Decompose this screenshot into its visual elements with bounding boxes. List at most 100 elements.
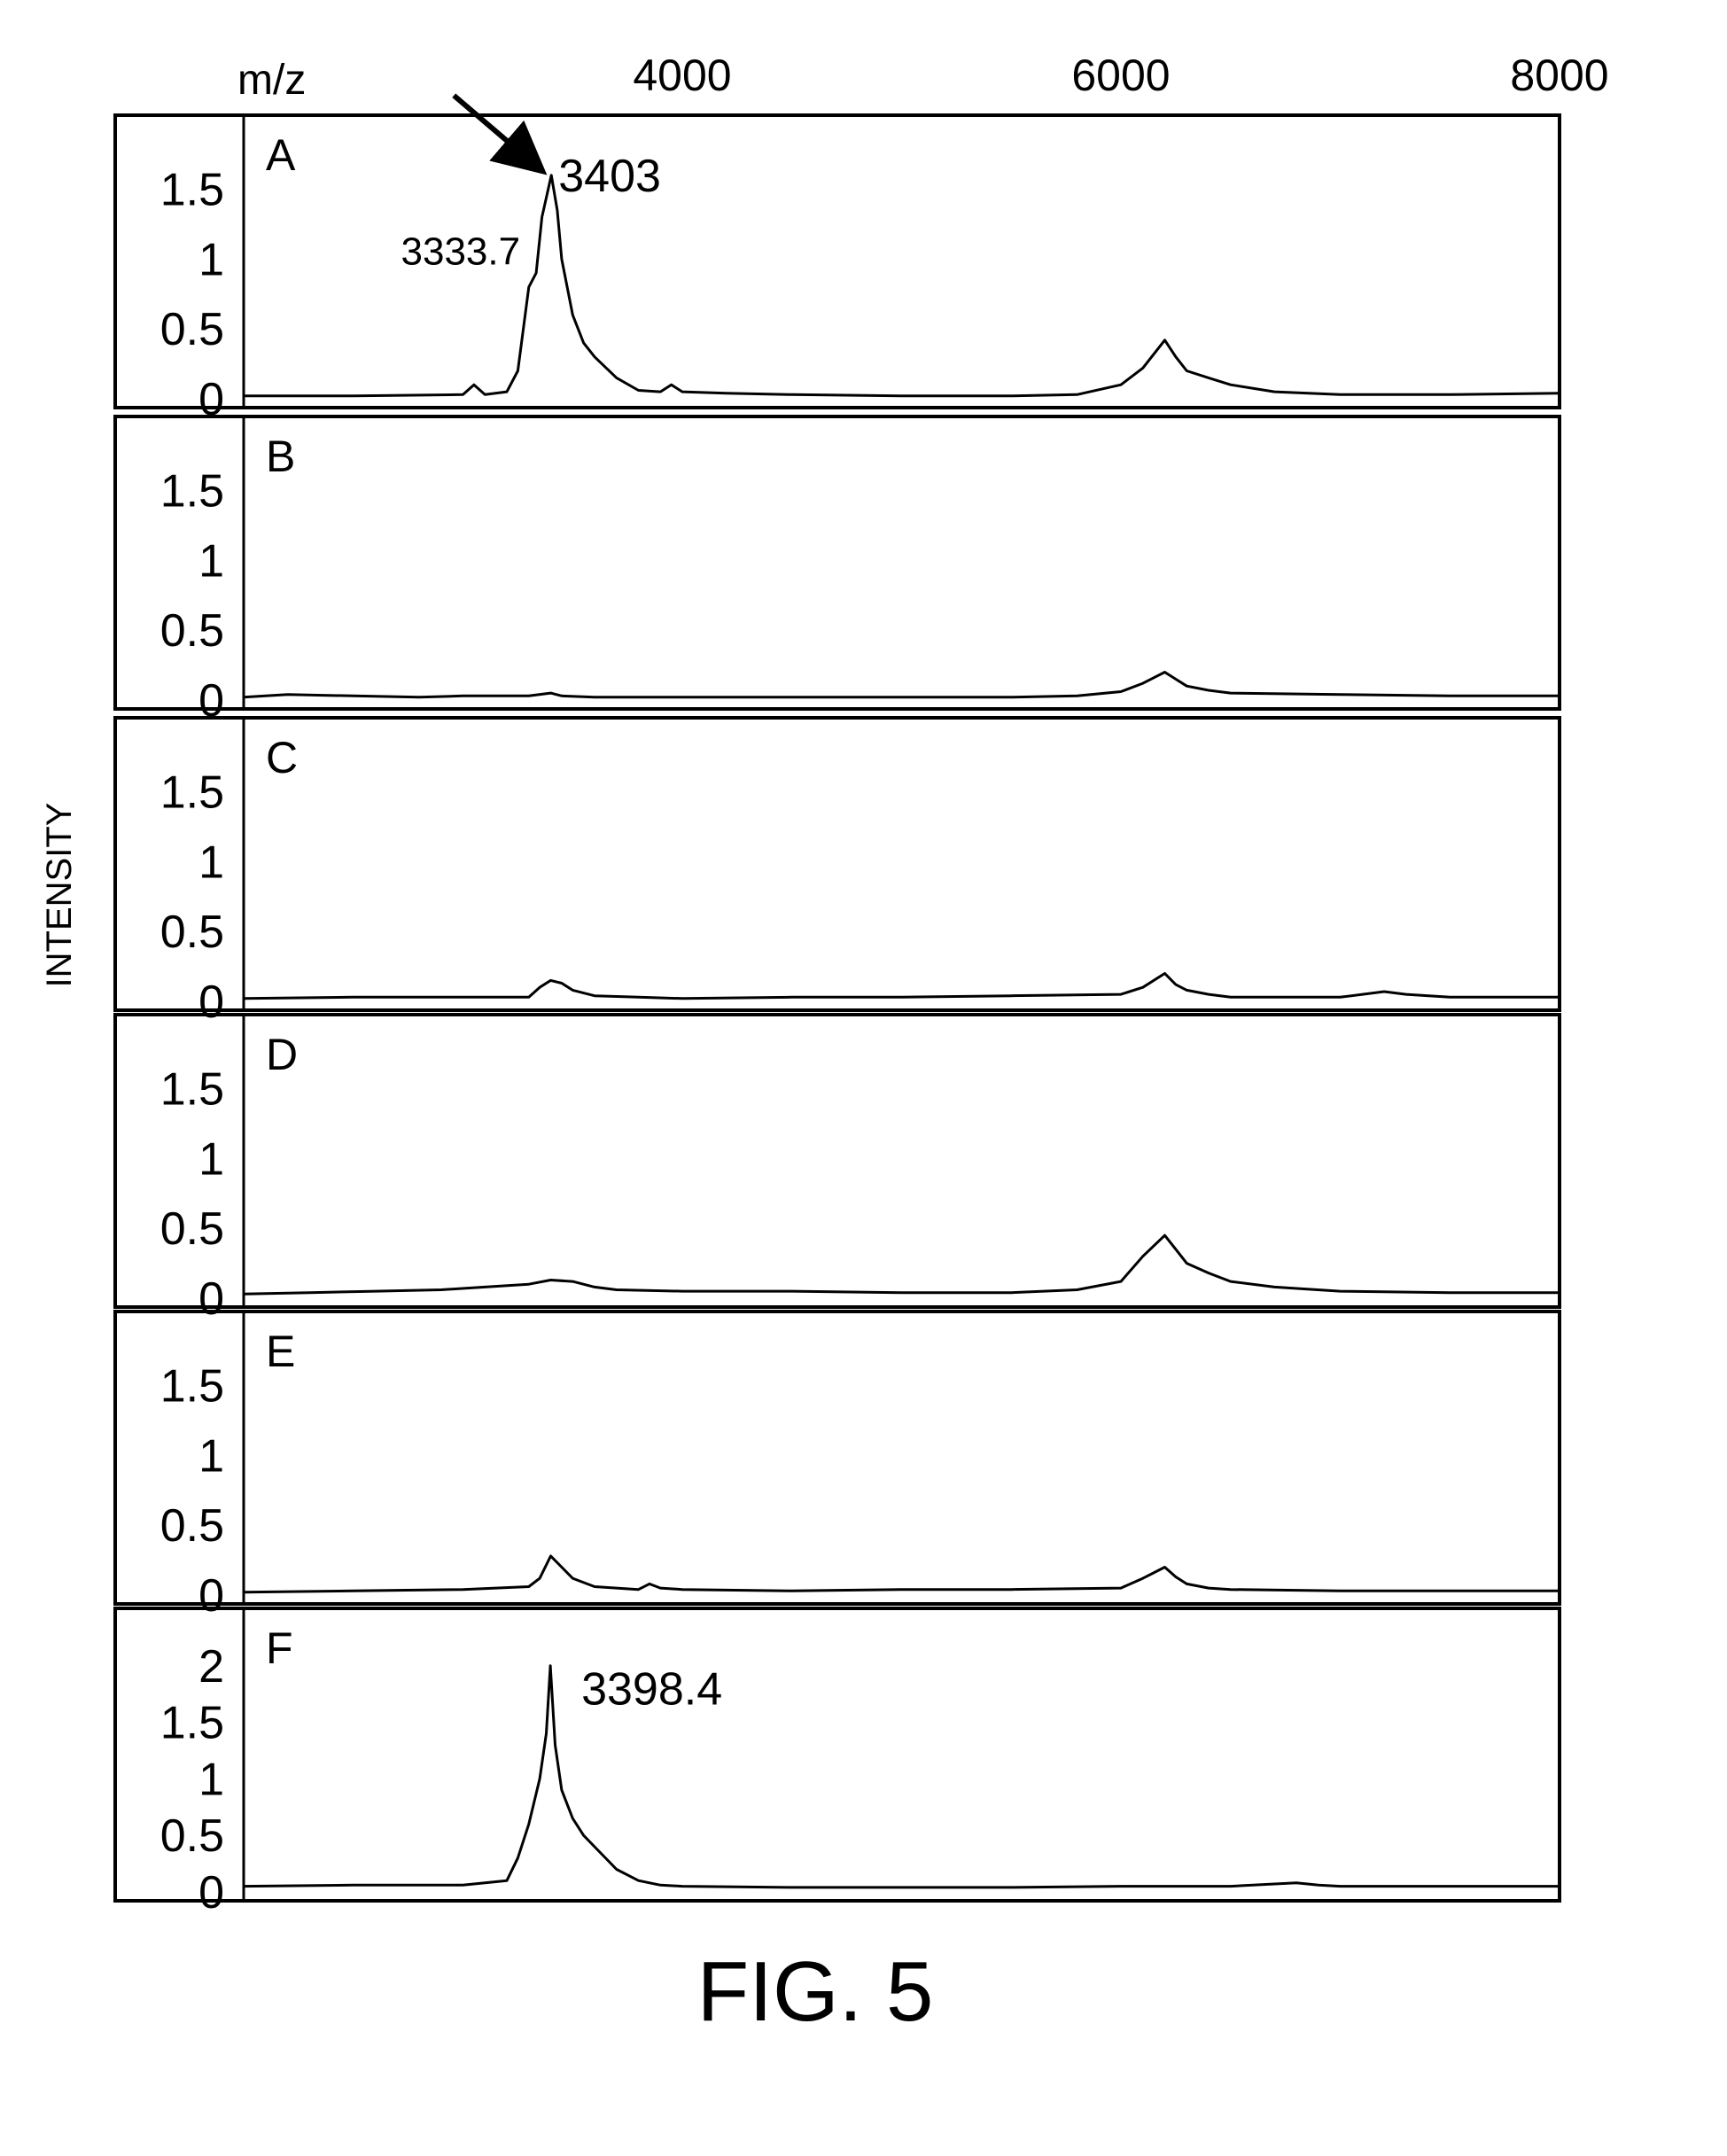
spectrum-point [1450, 1591, 1451, 1592]
spectrum-point [616, 377, 618, 379]
panel-label: B [266, 432, 295, 481]
spectrum-point [1559, 1292, 1560, 1294]
spectrum-point [1011, 1887, 1013, 1888]
spectrum-point [1186, 370, 1188, 372]
y-tick-label: 1 [198, 837, 224, 888]
spectrum-point [463, 1885, 464, 1887]
spectrum-point [791, 1591, 793, 1592]
spectrum-point [649, 1584, 650, 1585]
spectrum-point [528, 1824, 530, 1825]
spectrum-point [660, 1885, 662, 1887]
spectrum-point [1405, 993, 1407, 995]
spectrum-point [901, 395, 903, 397]
spectrum-point [791, 1290, 793, 1292]
spectrum-point [353, 997, 354, 999]
spectrum-point [1230, 1589, 1232, 1591]
spectrum-point [638, 1589, 640, 1591]
spectrum-point [1120, 1587, 1122, 1589]
peak-label: 3403 [558, 151, 661, 202]
spectrum-line [244, 974, 1560, 999]
spectrum-point [1208, 689, 1210, 691]
spectrum-point [681, 697, 683, 698]
spectrum-point [243, 395, 245, 397]
spectrum-point [1120, 993, 1122, 995]
panel-B: B00.511.5 [115, 416, 1560, 727]
spectrum-point [561, 259, 563, 261]
y-tick-label: 0.5 [160, 907, 224, 958]
spectrum-point [1450, 1886, 1451, 1887]
spectrum-point [528, 696, 530, 697]
spectrum-point [1175, 679, 1177, 681]
spectrum-point [550, 1555, 552, 1557]
spectrum-point [1559, 997, 1560, 999]
spectrum-line [244, 175, 1560, 396]
spectrum-point [550, 980, 552, 982]
spectrum-point [528, 286, 530, 288]
spectrum-point [1186, 990, 1188, 992]
spectrum-point [1186, 1263, 1188, 1265]
y-tick-label: 0.5 [160, 304, 224, 355]
panel-F: F00.511.523398.4 [115, 1608, 1560, 1919]
spectrum-point [1559, 1591, 1560, 1592]
spectrum-point [594, 1846, 595, 1848]
spectrum-point [1274, 391, 1276, 393]
y-tick-label: 1.5 [160, 466, 224, 518]
spectrum-point [901, 697, 903, 698]
spectrum-point [572, 315, 574, 316]
spectrum-point [1164, 1567, 1166, 1568]
spectrum-point [353, 1885, 354, 1887]
spectrum-point [681, 391, 683, 393]
spectrum-point [791, 697, 793, 698]
spectrum-point [555, 1744, 556, 1746]
spectrum-point [1340, 1290, 1342, 1292]
panel-frame [115, 1608, 1560, 1901]
spectrum-point [287, 694, 289, 696]
spectrum-point [1142, 1256, 1144, 1257]
spectrum-point [616, 1289, 618, 1291]
panel-label: D [266, 1030, 298, 1079]
spectrum-point [791, 1887, 793, 1888]
spectrum-point [1340, 997, 1342, 999]
spectrum-point [594, 1287, 595, 1288]
panel-frame [115, 718, 1560, 1010]
spectrum-point [1559, 1886, 1560, 1887]
spectrum-point [1011, 995, 1013, 997]
x-tick-label: 4000 [633, 51, 731, 100]
panel-frame [115, 416, 1560, 709]
spectrum-point [1011, 1292, 1013, 1294]
spectrum-point [1559, 696, 1560, 697]
panel-A: A00.511.534033333.7 [115, 96, 1560, 425]
spectrum-point [594, 995, 595, 997]
y-tick-label: 1.5 [160, 165, 224, 216]
spectrum-point [1274, 1287, 1276, 1288]
spectrum-point [1340, 394, 1342, 396]
spectrum-point [1175, 1249, 1177, 1250]
spectrum-point [1383, 991, 1385, 992]
spectrum-point [1450, 997, 1451, 999]
spectrum-point [549, 1665, 551, 1667]
spectrum-point [1142, 368, 1144, 370]
spectrum-point [517, 370, 519, 372]
spectrum-point [463, 1589, 464, 1591]
spectrum-point [638, 1880, 640, 1881]
peak-arrow [454, 96, 539, 168]
spectrum-point [791, 394, 793, 396]
y-tick-label: 1 [198, 1133, 224, 1185]
spectrum-point [572, 1280, 574, 1282]
spectrum-point [528, 997, 530, 999]
panel-label: C [266, 733, 298, 782]
spectrum-point [463, 696, 464, 697]
spectrum-point [463, 394, 464, 396]
spectrum-point [1340, 694, 1342, 696]
y-tick-label: 1.5 [160, 1064, 224, 1116]
spectrum-point [616, 1869, 618, 1871]
spectrum-point [638, 997, 640, 999]
spectrum-point [1011, 697, 1013, 698]
spectrum-point [561, 696, 563, 697]
spectrum-point [1186, 1584, 1188, 1585]
spectrum-point [546, 1733, 548, 1735]
spectrum-point [1142, 682, 1144, 684]
spectrum-point [485, 1287, 486, 1288]
spectrum-point [440, 1289, 442, 1291]
spectrum-point [1011, 395, 1013, 397]
